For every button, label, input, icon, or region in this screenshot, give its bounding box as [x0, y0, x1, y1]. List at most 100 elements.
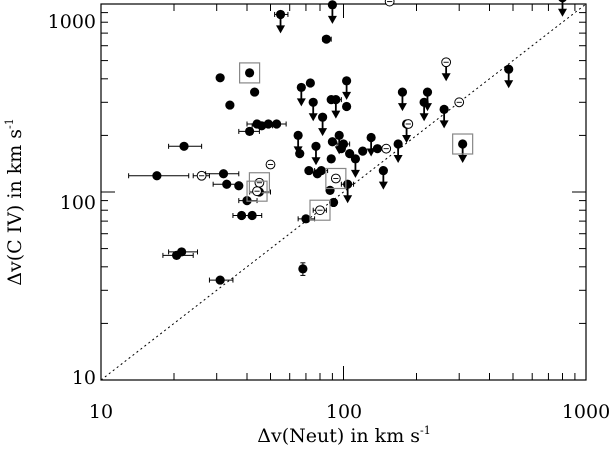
- filled-circle-marker: [301, 214, 311, 224]
- data-point-filled: [298, 262, 308, 276]
- data-point-filled: [329, 95, 342, 119]
- filled-circle-marker: [250, 87, 260, 97]
- upper-limit-arrow-head: [296, 98, 306, 107]
- filled-circle-marker: [378, 165, 388, 176]
- data-point-filled: [168, 247, 199, 257]
- data-point-open: [381, 143, 392, 154]
- filled-circle-marker: [245, 68, 255, 78]
- upper-limit-arrow-head: [327, 15, 337, 24]
- data-point-filled: [308, 97, 318, 122]
- filled-circle-marker: [218, 169, 229, 179]
- upper-limit-arrow-head: [393, 155, 403, 164]
- filled-circle-marker: [317, 112, 328, 122]
- upper-limit-arrow-head: [402, 134, 412, 143]
- data-point-filled: [128, 171, 190, 181]
- data-point-filled: [305, 78, 315, 88]
- filled-circle-marker: [393, 139, 403, 149]
- y-axis-title-text: Δv(C IV) in km s: [4, 129, 26, 286]
- filled-circle-marker: [558, 0, 567, 3]
- data-point-filled: [317, 112, 328, 137]
- filled-circle-marker: [342, 76, 352, 86]
- y-tick-label-10: 10: [72, 367, 96, 389]
- data-point-filled: [452, 133, 474, 164]
- data-point-filled: [326, 154, 336, 164]
- data-point-filled: [325, 185, 335, 195]
- highlight-box: [452, 133, 474, 155]
- upper-limit-arrow-head: [331, 110, 341, 119]
- upper-limit-arrow-head: [276, 25, 286, 34]
- highlight-box: [325, 167, 347, 190]
- data-point-filled: [342, 101, 352, 112]
- data-point-filled: [327, 137, 338, 147]
- x-axis-title: Δv(Neut) in km s-1: [257, 424, 430, 447]
- data-point-open: [192, 170, 210, 181]
- y-axis-unit-exponent: -1: [3, 118, 16, 129]
- upper-limit-arrow-head: [378, 181, 388, 190]
- filled-circle-marker: [397, 87, 408, 97]
- filled-circle-marker: [439, 104, 449, 115]
- data-point-filled: [168, 141, 203, 151]
- filled-circle-marker: [504, 64, 514, 74]
- data-point-open: [246, 180, 268, 202]
- data-point-open: [441, 57, 452, 82]
- data-point-filled: [311, 141, 321, 166]
- data-point-open: [265, 159, 276, 170]
- data-point-filled: [297, 214, 316, 224]
- filled-circle-marker: [177, 247, 187, 257]
- x-tick-label-10: 10: [89, 401, 113, 423]
- data-point-filled: [267, 119, 287, 129]
- data-point-filled: [328, 197, 339, 208]
- data-point-filled: [314, 165, 329, 176]
- data-point-filled: [393, 139, 403, 164]
- upper-limit-arrow-head: [311, 157, 321, 166]
- data-point-filled: [274, 9, 289, 34]
- data-point-filled: [340, 179, 355, 204]
- data-point-open: [384, 0, 395, 7]
- filled-circle-marker: [179, 141, 189, 151]
- filled-circle-marker: [343, 179, 353, 189]
- data-point-filled: [350, 154, 361, 178]
- filled-circle-marker: [325, 185, 335, 195]
- highlight-box: [239, 62, 261, 84]
- upper-limit-arrow-head: [350, 169, 360, 178]
- filled-circle-marker: [215, 275, 225, 285]
- data-point-open: [325, 167, 347, 190]
- filled-circle-marker: [366, 132, 376, 143]
- filled-circle-marker: [321, 34, 331, 44]
- y-tick-label-100: 100: [60, 192, 96, 214]
- filled-circle-marker: [225, 100, 235, 110]
- filled-circle-marker: [298, 264, 308, 274]
- filled-circle-marker: [275, 9, 286, 20]
- data-point-filled: [225, 100, 235, 110]
- upper-limit-arrow-head: [422, 103, 432, 112]
- data-point-filled: [439, 104, 449, 129]
- x-tick-label-100: 100: [326, 401, 362, 423]
- data-point-filled: [327, 0, 338, 24]
- axis-ticks: [100, 3, 587, 381]
- filled-circle-marker: [311, 141, 321, 151]
- reference-line-one-to-one: [100, 3, 587, 381]
- data-point-filled: [557, 0, 567, 17]
- x-tick-label-1000: 1000: [562, 401, 610, 423]
- upper-limit-arrow-head: [557, 8, 567, 17]
- filled-circle-marker: [247, 210, 257, 221]
- data-point-filled: [208, 275, 234, 285]
- open-circle-marker: [384, 0, 395, 7]
- filled-circle-marker: [458, 139, 468, 149]
- data-point-filled: [397, 87, 408, 112]
- x-axis-title-text: Δv(Neut) in km s: [257, 425, 420, 447]
- filled-circle-marker: [327, 0, 338, 10]
- filled-circle-marker: [296, 82, 306, 93]
- data-point-filled: [366, 132, 376, 157]
- highlight-box: [309, 199, 331, 221]
- filled-circle-marker: [327, 137, 338, 147]
- upper-limit-arrow-head: [318, 128, 328, 137]
- filled-circle-marker: [215, 73, 225, 83]
- filled-circle-marker: [272, 119, 282, 129]
- filled-circle-marker: [304, 165, 314, 176]
- data-point-open: [309, 199, 331, 221]
- filled-circle-marker: [245, 126, 255, 137]
- filled-circle-marker: [338, 139, 349, 149]
- filled-circle-marker: [422, 87, 433, 97]
- filled-circle-marker: [331, 95, 341, 105]
